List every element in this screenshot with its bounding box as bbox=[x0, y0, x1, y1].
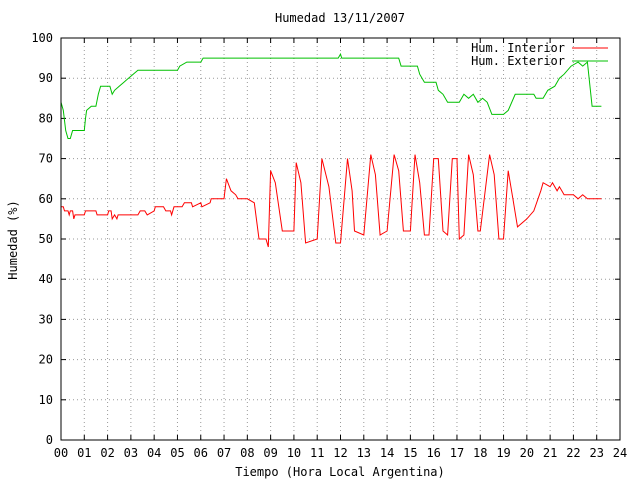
x-tick-label: 03 bbox=[124, 446, 138, 460]
y-tick-label: 0 bbox=[46, 433, 53, 447]
x-tick-label: 01 bbox=[77, 446, 91, 460]
y-tick-label: 40 bbox=[39, 272, 53, 286]
y-tick-label: 20 bbox=[39, 353, 53, 367]
y-axis-label: Humedad (%) bbox=[6, 200, 20, 279]
x-tick-label: 24 bbox=[613, 446, 627, 460]
y-tick-label: 30 bbox=[39, 312, 53, 326]
x-axis-label: Tiempo (Hora Local Argentina) bbox=[235, 465, 445, 479]
x-tick-label: 05 bbox=[170, 446, 184, 460]
x-tick-label: 10 bbox=[287, 446, 301, 460]
x-tick-label: 12 bbox=[333, 446, 347, 460]
y-tick-label: 90 bbox=[39, 71, 53, 85]
series-line-0 bbox=[61, 154, 602, 248]
x-tick-label: 17 bbox=[450, 446, 464, 460]
x-tick-label: 23 bbox=[589, 446, 603, 460]
x-tick-label: 21 bbox=[543, 446, 557, 460]
x-tick-label: 19 bbox=[496, 446, 510, 460]
x-tick-label: 02 bbox=[100, 446, 114, 460]
x-tick-label: 20 bbox=[520, 446, 534, 460]
x-tick-label: 09 bbox=[263, 446, 277, 460]
x-tick-label: 15 bbox=[403, 446, 417, 460]
x-tick-label: 22 bbox=[566, 446, 580, 460]
y-tick-label: 80 bbox=[39, 111, 53, 125]
y-tick-label: 60 bbox=[39, 192, 53, 206]
axis-ticks: 00 01 02 03 04 05 06 07 08 09 10 11 12 13 14 15 16 17 18 19… bbox=[31, 31, 627, 460]
y-tick-label: 100 bbox=[31, 31, 53, 45]
legend-label: Hum. Exterior bbox=[471, 54, 565, 68]
x-tick-label: 14 bbox=[380, 446, 394, 460]
series-line-1 bbox=[60, 52, 602, 139]
y-tick-label: 10 bbox=[39, 393, 53, 407]
x-tick-label: 08 bbox=[240, 446, 254, 460]
x-tick-label: 06 bbox=[194, 446, 208, 460]
x-tick-label: 11 bbox=[310, 446, 324, 460]
chart-title: Humedad 13/11/2007 bbox=[275, 11, 405, 25]
x-tick-label: 18 bbox=[473, 446, 487, 460]
y-tick-label: 70 bbox=[39, 152, 53, 166]
plot-frame bbox=[60, 37, 621, 441]
x-tick-label: 00 bbox=[54, 446, 68, 460]
x-tick-label: 13 bbox=[357, 446, 371, 460]
legend-label: Hum. Interior bbox=[471, 41, 565, 55]
x-tick-label: 04 bbox=[147, 446, 161, 460]
x-tick-label: 16 bbox=[426, 446, 440, 460]
y-tick-label: 50 bbox=[39, 232, 53, 246]
x-tick-label: 07 bbox=[217, 446, 231, 460]
series-lines bbox=[60, 52, 602, 248]
